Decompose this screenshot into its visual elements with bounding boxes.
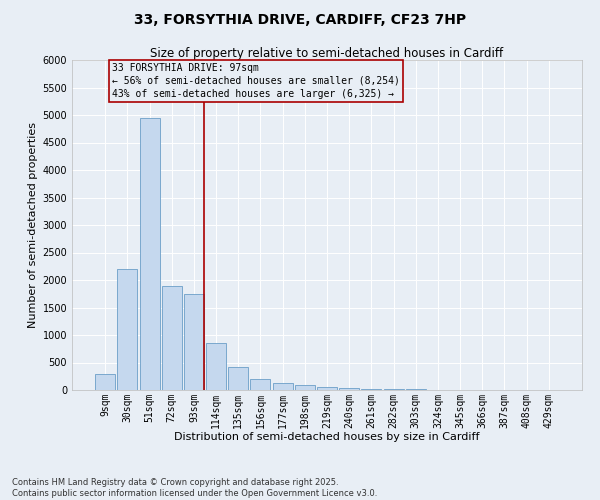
Text: Contains HM Land Registry data © Crown copyright and database right 2025.
Contai: Contains HM Land Registry data © Crown c… (12, 478, 377, 498)
Bar (95, 374, 115, 390)
X-axis label: Distribution of semi-detached houses by size in Cardiff: Distribution of semi-detached houses by … (174, 432, 480, 442)
Bar (339, 388, 359, 390)
Title: Size of property relative to semi-detached houses in Cardiff: Size of property relative to semi-detach… (151, 47, 503, 60)
Bar (272, 384, 293, 390)
Bar (361, 389, 382, 390)
Bar (206, 343, 226, 390)
Bar (162, 286, 182, 390)
Bar (228, 367, 248, 390)
Text: 33, FORSYTHIA DRIVE, CARDIFF, CF23 7HP: 33, FORSYTHIA DRIVE, CARDIFF, CF23 7HP (134, 12, 466, 26)
Bar (140, 118, 160, 390)
Bar (118, 269, 137, 390)
Bar (295, 385, 315, 390)
Text: 33 FORSYTHIA DRIVE: 97sqm
← 56% of semi-detached houses are smaller (8,254)
43% : 33 FORSYTHIA DRIVE: 97sqm ← 56% of semi-… (112, 62, 400, 99)
Bar (250, 379, 271, 390)
Bar (383, 389, 404, 390)
Bar (184, 294, 204, 390)
Y-axis label: Number of semi-detached properties: Number of semi-detached properties (28, 122, 38, 328)
Bar (317, 387, 337, 390)
